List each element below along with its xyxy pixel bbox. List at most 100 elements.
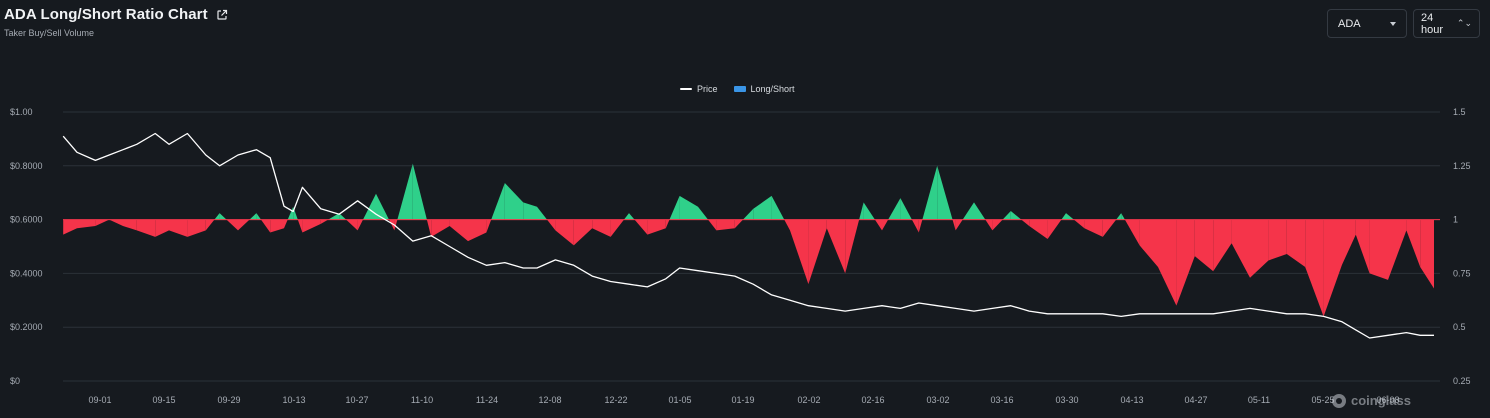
period-select[interactable]: 24 hour ⌃⌄ (1413, 9, 1480, 38)
short-area-segment (1305, 219, 1324, 317)
long-area-segment (293, 206, 298, 220)
x-tick-label: 09-29 (217, 395, 240, 405)
legend-label-price: Price (697, 84, 718, 94)
x-axis: 09-01 09-15 09-29 10-13 10-27 11-10 11-24 12-08… (88, 395, 1399, 405)
short-area-segment (918, 219, 923, 233)
long-area-segment (888, 198, 901, 220)
short-area-segment (468, 219, 487, 242)
short-area-segment (1355, 219, 1370, 274)
chevron-down-icon (1390, 21, 1396, 26)
short-area-segment (716, 219, 735, 231)
legend-label-long-short: Long/Short (750, 84, 795, 94)
long-area-segment (623, 213, 629, 220)
x-tick-label: 03-30 (1055, 395, 1078, 405)
short-area-segment (1231, 219, 1250, 278)
short-area-segment (573, 219, 593, 246)
long-area-segment (962, 202, 974, 220)
chart-subtitle: Taker Buy/Sell Volume (4, 28, 95, 38)
short-area-segment (955, 219, 963, 231)
short-area-segment (985, 219, 993, 231)
short-area-segment (1323, 219, 1342, 317)
long-area-segment (397, 163, 413, 220)
long-area-segment (629, 213, 635, 220)
short-area-segment (790, 219, 809, 285)
short-area-segment (1029, 219, 1048, 239)
short-area-segment (449, 219, 468, 242)
legend-item-long-short[interactable]: Long/Short (733, 84, 795, 94)
long-area-segment (937, 165, 953, 220)
coinglass-logo-icon (1332, 393, 1346, 408)
short-area-segment (426, 219, 432, 237)
y-right-tick-label: 0.25 (1453, 376, 1471, 386)
short-area-segment (826, 219, 846, 274)
long-area-segment (753, 195, 772, 220)
y-left-tick-label: $0.8000 (10, 161, 43, 171)
y-left-tick-label: $1.00 (10, 107, 33, 117)
short-area-segment (845, 219, 860, 274)
x-tick-label: 11-10 (411, 395, 433, 405)
short-area-segment (155, 219, 169, 237)
x-tick-label: 04-27 (1184, 395, 1207, 405)
short-area-segment (610, 219, 624, 237)
short-area-segment (261, 219, 271, 233)
chart-legend: Price Long/Short (680, 84, 795, 94)
long-area-segment (537, 206, 548, 220)
x-tick-label: 03-02 (926, 395, 949, 405)
x-tick-label: 12-22 (604, 395, 627, 405)
long-area-segment (376, 193, 389, 220)
short-area-segment (1073, 219, 1085, 229)
short-area-segment (123, 219, 137, 231)
short-area-segment (874, 219, 882, 231)
long-area-segment (1002, 210, 1011, 220)
short-area-segment (592, 219, 611, 237)
x-tick-label: 02-02 (797, 395, 820, 405)
x-tick-label: 09-15 (152, 395, 175, 405)
short-area-segment (1342, 219, 1356, 265)
short-area-segment (284, 219, 288, 229)
price-series-line (62, 132, 1434, 339)
long-area-segment (339, 213, 347, 220)
y-right-tick-label: 1.25 (1453, 161, 1471, 171)
legend-item-price[interactable]: Price (680, 84, 718, 94)
short-area-segment (1047, 219, 1062, 239)
long-area-segment (1061, 213, 1066, 220)
long-area-segment (249, 213, 257, 220)
short-area-segment (238, 219, 250, 231)
x-tick-label: 05-25 (1311, 395, 1334, 405)
long-area-segment (771, 195, 785, 220)
short-area-segment (136, 219, 156, 237)
short-area-segment (555, 219, 574, 246)
long-area-segment (491, 183, 505, 220)
short-area-segment (665, 219, 670, 229)
short-area-segment (169, 219, 188, 237)
long-area-segment (1010, 210, 1022, 220)
short-area-segment (357, 219, 364, 231)
short-area-segment (1213, 219, 1232, 272)
short-area-segment (1268, 219, 1287, 261)
period-select-value: 24 hour (1421, 11, 1444, 36)
short-area-segment (486, 219, 492, 233)
long-area-segment (256, 213, 261, 220)
short-area-segment (109, 219, 123, 227)
short-area-segment (1158, 219, 1177, 306)
y-right-tick-label: 1 (1453, 215, 1458, 225)
chart-controls: ADA 24 hour ⌃⌄ (1327, 9, 1480, 38)
coin-select[interactable]: ADA (1327, 9, 1407, 38)
external-link-icon[interactable] (216, 9, 228, 21)
short-area-segment (77, 219, 96, 229)
short-area-segment (388, 219, 395, 231)
x-tick-label: 01-05 (668, 395, 691, 405)
short-area-segment (394, 219, 398, 231)
x-tick-label: 05-11 (1248, 395, 1270, 405)
y-right-tick-label: 0.75 (1453, 268, 1471, 278)
short-area-segment (784, 219, 790, 231)
long-area-segment (412, 163, 427, 220)
short-area-segment (187, 219, 206, 237)
long-area-segment (669, 195, 680, 220)
short-area-segment (647, 219, 666, 235)
short-area-segment (431, 219, 450, 237)
short-area-segment (302, 219, 321, 233)
short-area-segment (911, 219, 919, 233)
